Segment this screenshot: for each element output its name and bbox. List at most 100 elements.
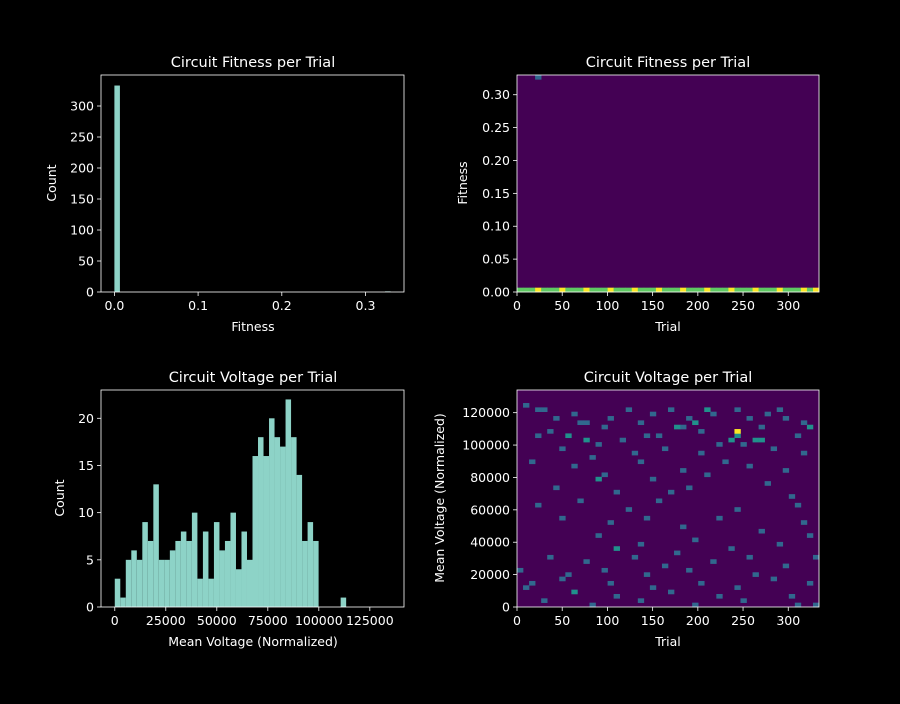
histogram-bar (313, 540, 319, 607)
heatmap-cell (589, 287, 596, 293)
y-tick-label: 100000 (462, 438, 510, 453)
heatmap-cell (686, 567, 693, 573)
heatmap-cell (577, 420, 584, 426)
y-tick-label: 0 (86, 600, 94, 615)
heatmap-cell (625, 507, 633, 512)
histogram-bar (158, 559, 165, 607)
histogram-bar (340, 597, 347, 607)
heatmap-cell (583, 559, 590, 564)
heatmap-cell (541, 287, 548, 293)
heatmap-cell (728, 437, 735, 443)
heatmap-cell (806, 424, 814, 430)
heatmap-cell (577, 498, 584, 504)
histogram-bar (241, 531, 247, 607)
heatmap-cell (788, 287, 796, 293)
heatmap-cell (565, 287, 572, 293)
heatmap-cell (698, 287, 705, 293)
x-tick-label: 50 (554, 298, 570, 313)
heatmap-cell (710, 559, 717, 564)
chart-fitness-heatmap: Circuit Fitness per Trial 0 50 100 150 200 25… (455, 55, 820, 334)
histogram-bar (120, 597, 126, 607)
heatmap-cell (764, 481, 771, 486)
heatmap-cell (782, 287, 790, 293)
heatmap-cell (746, 554, 753, 560)
histogram-bar (269, 418, 275, 607)
axes-frame (516, 389, 820, 608)
histogram-bar (114, 578, 121, 607)
heatmap-cell (583, 437, 590, 443)
x-tick-label: 50000 (197, 613, 237, 628)
heatmap-cell (517, 567, 524, 573)
axes-frame (100, 74, 405, 293)
histogram-bar (213, 522, 220, 607)
histogram-bar (263, 456, 270, 607)
heatmap-cell (541, 598, 548, 603)
histogram-bar (235, 569, 242, 607)
x-tick-label: 100000 (295, 613, 343, 628)
heatmap-cell (740, 442, 747, 447)
heatmap-cell (547, 287, 554, 293)
heatmap-cell (776, 287, 784, 293)
heatmap-cell (758, 528, 765, 534)
heatmap-cell (728, 546, 735, 551)
y-axis-label: Count (52, 479, 67, 516)
heatmap-cell (704, 472, 711, 478)
heatmap-cell (649, 476, 657, 482)
heatmap-cell (607, 520, 614, 525)
y-axis-ticks: 0 5 10 15 20 (78, 411, 101, 615)
histogram-bar (147, 540, 154, 607)
heatmap-cell (529, 287, 536, 293)
y-tick-label: 0 (86, 285, 94, 300)
heatmap-cell (571, 411, 578, 417)
heatmap-cell (740, 287, 747, 293)
x-tick-label: 0.1 (188, 298, 208, 313)
heatmap-cell (601, 472, 608, 478)
histogram-bar (224, 540, 231, 607)
heatmap-cell (704, 287, 711, 293)
heatmap-cell (541, 407, 548, 412)
x-tick-label: 0 (513, 613, 521, 628)
heatmap-cell (794, 287, 802, 293)
heatmap-cell (655, 287, 663, 293)
x-tick-label: 250 (731, 298, 755, 313)
heatmap-cell (661, 446, 669, 452)
heatmap-cell (547, 429, 554, 434)
heatmap-cell (613, 489, 620, 495)
x-axis-label: Mean Voltage (Normalized) (168, 634, 338, 649)
x-tick-label: 0 (111, 613, 119, 628)
heatmap-cell (776, 407, 784, 412)
heatmap-background (517, 390, 819, 607)
histogram-bar (230, 512, 236, 607)
heatmap-cell (601, 287, 608, 293)
heatmap-cell (559, 446, 566, 452)
histogram-bar (302, 540, 308, 607)
heatmap-cell (559, 515, 566, 521)
x-tick-label: 150 (641, 298, 665, 313)
heatmap-cell (722, 459, 729, 465)
x-tick-label: 25000 (146, 613, 186, 628)
heatmap-cell (752, 437, 759, 443)
x-tick-label: 200 (686, 613, 710, 628)
histogram-bar (258, 437, 264, 607)
heatmap-cell (734, 429, 741, 434)
heatmap-cell (529, 580, 536, 586)
heatmap-cell (571, 287, 578, 293)
heatmap-cell (734, 507, 741, 512)
y-tick-label: 10 (78, 505, 94, 520)
heatmap-cell (800, 520, 808, 525)
heatmap-cell (607, 580, 614, 586)
heatmap-cell (806, 533, 814, 538)
heatmap-cell (535, 75, 542, 80)
heatmap-cell (625, 407, 633, 412)
axes-frame (100, 389, 405, 608)
y-tick-label: 0 (502, 600, 510, 615)
histogram-bar (291, 437, 297, 607)
y-axis-ticks: 0 50 100 150 200 250 300 (70, 99, 101, 300)
heatmap-cell (529, 459, 536, 465)
y-tick-label: 0.20 (482, 153, 510, 168)
heatmap-cell (680, 524, 687, 530)
heatmap-cell (794, 602, 802, 608)
y-tick-label: 0.30 (482, 87, 510, 102)
heatmap-cell (782, 416, 790, 421)
